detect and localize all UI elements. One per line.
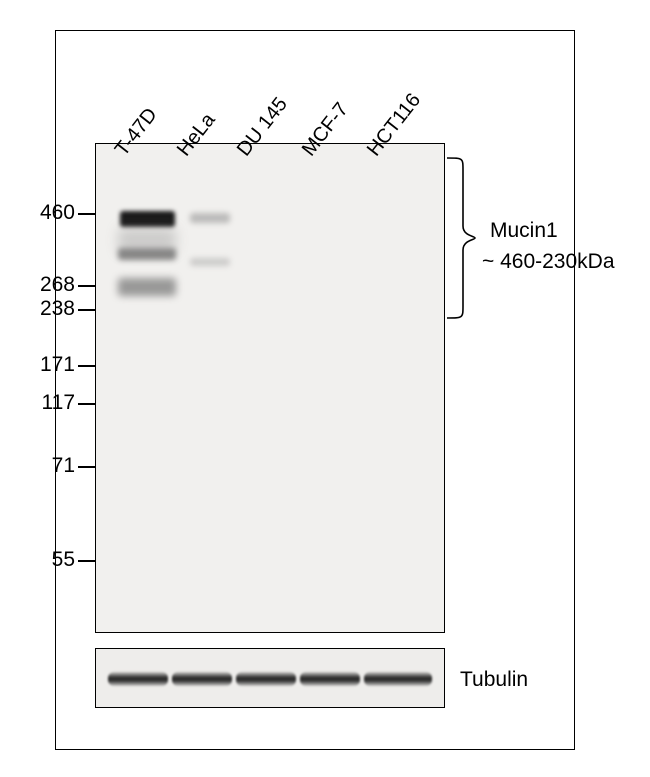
mw-tick xyxy=(78,365,95,367)
mw-label: 460 xyxy=(40,201,75,225)
protein-band xyxy=(190,213,230,223)
mw-label: 238 xyxy=(40,297,75,321)
mw-label: 268 xyxy=(40,273,75,297)
tubulin-band xyxy=(300,672,360,686)
western-blot-figure: T-47DHeLaDU 145MCF-7HCT116 4602682381711… xyxy=(0,0,650,777)
tubulin-band xyxy=(364,672,432,686)
mw-label: 55 xyxy=(52,548,75,572)
tubulin-band xyxy=(172,672,232,686)
protein-band xyxy=(118,278,176,296)
protein-band xyxy=(120,211,175,227)
tubulin-label: Tubulin xyxy=(460,668,528,692)
mw-tick xyxy=(78,466,95,468)
protein-band xyxy=(190,258,230,266)
mw-tick xyxy=(78,560,95,562)
mw-tick xyxy=(78,309,95,311)
tubulin-band xyxy=(236,672,296,686)
mw-label: 71 xyxy=(52,454,75,478)
mucin-label-line1: Mucin1 xyxy=(490,219,558,243)
mw-tick xyxy=(78,213,95,215)
mucin-label-line2: ~ 460-230kDa xyxy=(482,250,615,274)
mw-label: 117 xyxy=(42,391,75,415)
mw-tick xyxy=(78,403,95,405)
mw-tick xyxy=(78,285,95,287)
protein-band xyxy=(118,228,176,253)
tubulin-band xyxy=(108,672,168,686)
mw-label: 171 xyxy=(40,353,75,377)
